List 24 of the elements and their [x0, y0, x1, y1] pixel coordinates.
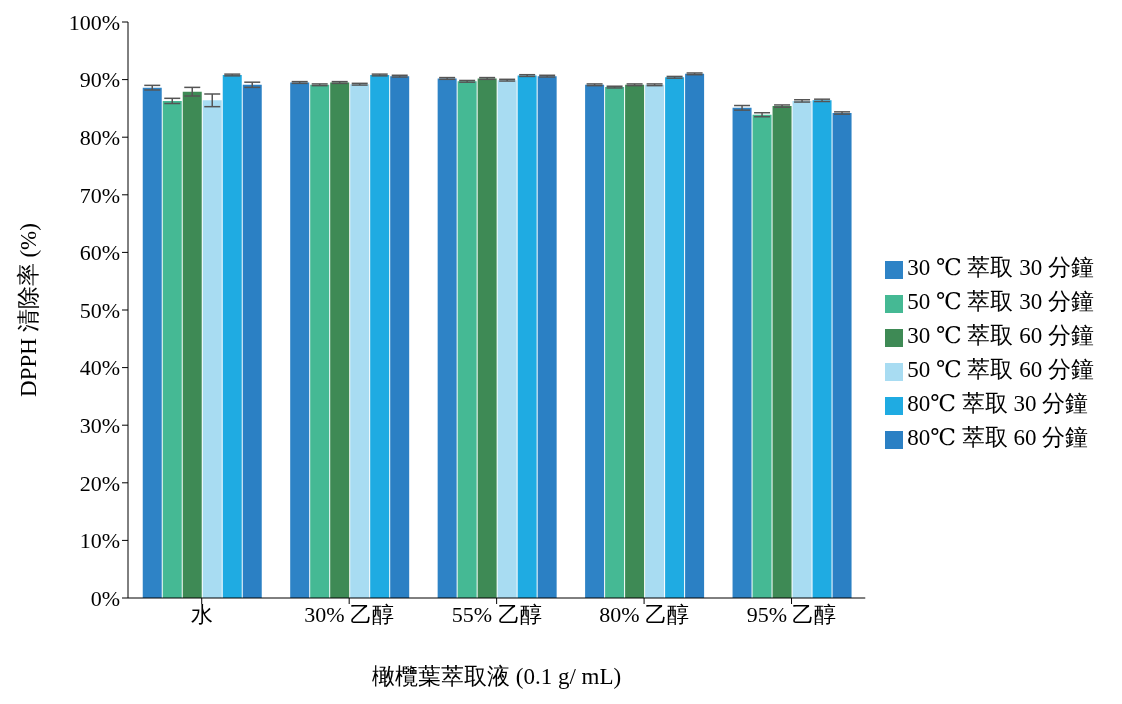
x-tick-label: 80% 乙醇 [599, 601, 689, 627]
x-tick-label: 30% 乙醇 [304, 601, 395, 627]
y-tick-label: 100% [68, 9, 120, 35]
y-tick-label: 60% [79, 240, 120, 266]
legend-label: 80℃ 萃取 30 分鐘 [907, 391, 1089, 416]
x-tick-label: 55% 乙醇 [451, 601, 542, 627]
x-axis-title: 橄欖葉萃取液 (0.1 g/ mL) [372, 664, 622, 689]
y-tick-label: 80% [79, 125, 120, 151]
legend-label: 50 ℃ 萃取 60 分鐘 [907, 357, 1094, 382]
legend-label: 80℃ 萃取 60 分鐘 [907, 425, 1089, 450]
x-tick-label: 水 [190, 601, 213, 627]
y-tick-label: 40% [79, 355, 120, 381]
y-tick-label: 70% [79, 182, 120, 208]
y-tick-label: 90% [79, 67, 120, 93]
y-axis-title: DPPH 清除率 (%) [16, 223, 42, 397]
y-tick-label: 10% [79, 528, 120, 554]
x-tick-label: 95% 乙醇 [746, 601, 837, 627]
y-tick-label: 50% [79, 297, 120, 323]
y-tick-label: 20% [79, 470, 120, 496]
legend-label: 30 ℃ 萃取 30 分鐘 [907, 255, 1094, 280]
legend-label: 30 ℃ 萃取 60 分鐘 [907, 323, 1094, 348]
legend-label: 50 ℃ 萃取 30 分鐘 [907, 289, 1094, 314]
y-tick-label: 30% [79, 413, 120, 439]
y-tick-label: 0% [90, 585, 120, 611]
